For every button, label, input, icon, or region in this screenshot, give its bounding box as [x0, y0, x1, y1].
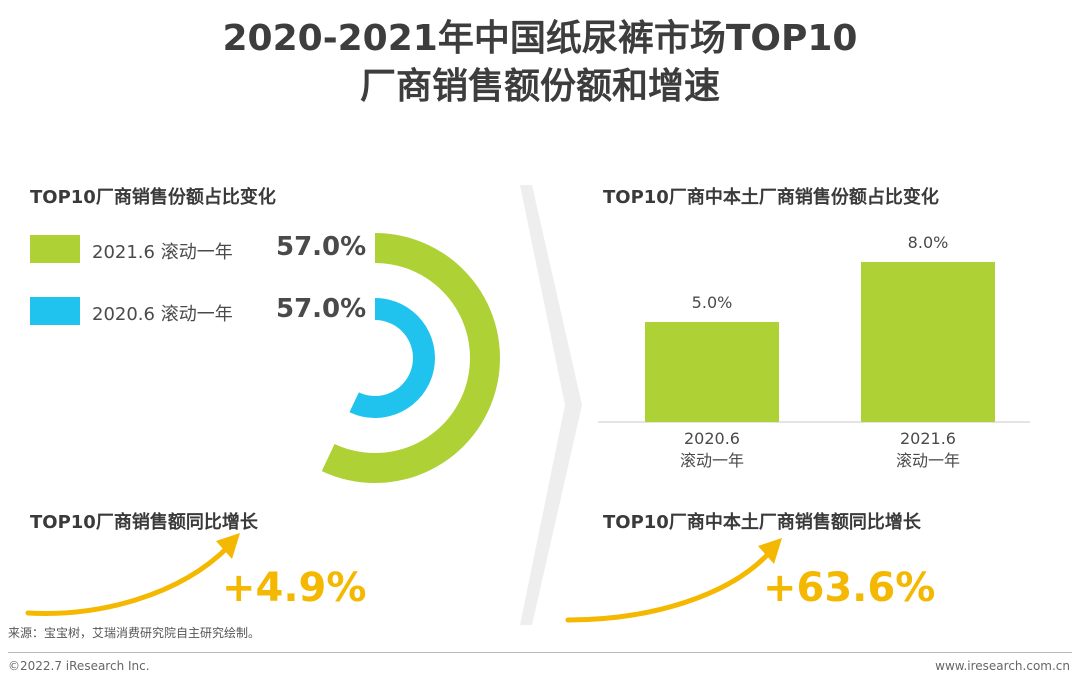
- page-title-line2: 厂商销售额份额和增速: [359, 66, 720, 107]
- divider-chevron: [520, 185, 582, 625]
- right-bar-title: TOP10厂商中本土厂商销售份额占比变化: [603, 187, 939, 208]
- left-growth-arrow-icon: [25, 533, 240, 616]
- legend-value-2020: 57.0%: [276, 294, 367, 324]
- left-donut-title: TOP10厂商销售份额占比变化: [30, 187, 276, 208]
- right-growth-title: TOP10厂商中本土厂商销售额同比增长: [603, 512, 921, 533]
- left-growth-value: +4.9%: [222, 565, 367, 611]
- copyright: ©2022.7 iResearch Inc.: [8, 659, 150, 673]
- legend-label-2021: 2021.6 滚动一年: [92, 242, 233, 263]
- left-growth-title: TOP10厂商销售额同比增长: [30, 512, 258, 533]
- bar-category-label-1-1: 滚动一年: [896, 451, 960, 470]
- bar-chart: 5.0% 2020.6 滚动一年 8.0% 2021.6 滚动一年: [598, 233, 1030, 470]
- bar-value-label-1: 8.0%: [908, 233, 949, 252]
- donut-arc-2021: [321, 233, 500, 484]
- legend-label-2020: 2020.6 滚动一年: [92, 304, 233, 325]
- chevron-shape: [520, 185, 582, 625]
- bar-category-label-0-1: 滚动一年: [680, 451, 744, 470]
- legend-swatch-2021: [30, 235, 80, 263]
- bar-category-label-1-0: 2021.6: [900, 429, 956, 448]
- donut-arc-2020: [349, 298, 436, 418]
- bar-1: [861, 262, 995, 422]
- bar-category-label-0-0: 2020.6: [684, 429, 740, 448]
- source-note: 来源：宝宝树，艾瑞消费研究院自主研究绘制。: [8, 626, 261, 640]
- bar-value-label-0: 5.0%: [692, 293, 733, 312]
- bar-0: [645, 322, 779, 422]
- footer-divider: [8, 652, 1072, 653]
- legend-swatch-2020: [30, 297, 80, 325]
- legend-value-2021: 57.0%: [276, 232, 367, 262]
- right-growth-value: +63.6%: [763, 565, 936, 611]
- page-title-line1: 2020-2021年中国纸尿裤市场TOP10: [222, 18, 858, 59]
- right-growth-arrow-icon: [565, 538, 782, 623]
- website-link[interactable]: www.iresearch.com.cn: [935, 659, 1070, 673]
